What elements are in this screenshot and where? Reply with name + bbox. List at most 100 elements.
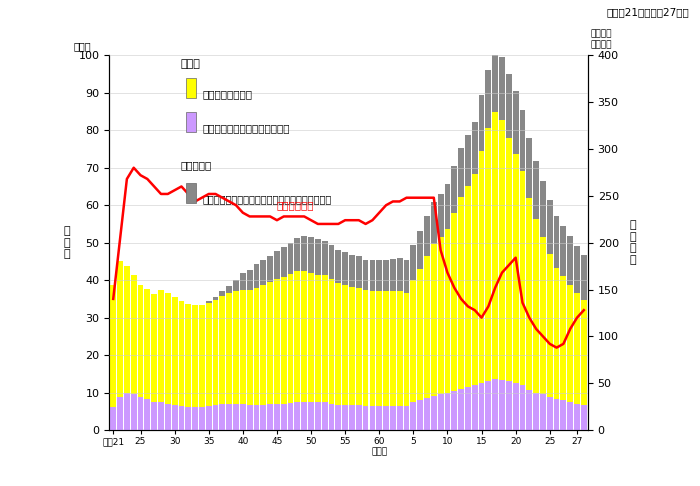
Bar bbox=[315, 402, 321, 430]
Bar bbox=[506, 138, 512, 430]
Bar bbox=[377, 292, 382, 430]
Bar bbox=[390, 259, 395, 430]
Text: （％）: （％） bbox=[74, 41, 91, 52]
Bar bbox=[178, 301, 184, 430]
Bar bbox=[458, 148, 464, 430]
Bar bbox=[158, 402, 164, 430]
Bar bbox=[281, 247, 287, 430]
Bar bbox=[138, 285, 144, 430]
Bar bbox=[404, 260, 410, 430]
Bar bbox=[349, 405, 355, 430]
Bar bbox=[438, 194, 444, 430]
Bar bbox=[452, 391, 457, 430]
Bar bbox=[193, 306, 198, 430]
Bar bbox=[417, 269, 423, 430]
Bar bbox=[335, 283, 341, 430]
Bar bbox=[513, 91, 519, 430]
Bar bbox=[465, 387, 471, 430]
Bar bbox=[506, 382, 512, 430]
Bar bbox=[124, 266, 130, 430]
Text: （昭和21年～平成27年）: （昭和21年～平成27年） bbox=[607, 7, 690, 17]
Bar bbox=[206, 406, 211, 430]
Bar bbox=[383, 260, 389, 430]
Bar bbox=[397, 406, 402, 430]
Bar bbox=[424, 216, 430, 430]
Bar bbox=[253, 288, 260, 430]
Bar bbox=[240, 404, 246, 430]
Bar bbox=[158, 290, 164, 430]
Bar bbox=[390, 406, 395, 430]
Bar bbox=[301, 271, 307, 430]
Bar bbox=[581, 405, 587, 430]
Bar bbox=[458, 389, 464, 430]
Bar bbox=[404, 293, 410, 430]
Bar bbox=[220, 292, 225, 430]
Bar bbox=[574, 404, 580, 430]
Bar bbox=[206, 303, 211, 430]
Bar bbox=[233, 404, 239, 430]
Bar bbox=[274, 251, 280, 430]
Bar bbox=[370, 260, 375, 430]
Bar bbox=[199, 407, 205, 430]
Bar bbox=[199, 306, 205, 430]
Bar bbox=[486, 382, 491, 430]
Bar bbox=[308, 273, 314, 430]
Text: 認知件数（危険運転致死傷・過失運転致死傷等）: 認知件数（危険運転致死傷・過失運転致死傷等） bbox=[202, 194, 332, 204]
Bar bbox=[519, 110, 526, 430]
Bar bbox=[172, 405, 178, 430]
Bar bbox=[492, 112, 498, 430]
Bar bbox=[452, 213, 457, 430]
Bar bbox=[513, 383, 519, 430]
Bar bbox=[383, 406, 389, 430]
Bar bbox=[186, 111, 196, 132]
Bar bbox=[499, 120, 505, 430]
Bar bbox=[138, 285, 144, 430]
Bar bbox=[178, 301, 184, 430]
Text: 認知件数（窃盗を除く刑法犯）: 認知件数（窃盗を除く刑法犯） bbox=[202, 123, 290, 133]
Bar bbox=[253, 264, 260, 430]
Text: 刑法犯: 刑法犯 bbox=[181, 59, 201, 69]
Bar bbox=[111, 407, 116, 430]
Bar bbox=[267, 282, 273, 430]
Bar bbox=[322, 276, 328, 430]
Bar bbox=[547, 200, 553, 430]
Bar bbox=[458, 197, 464, 430]
Bar bbox=[260, 405, 266, 430]
Bar bbox=[186, 304, 191, 430]
Bar bbox=[377, 260, 382, 430]
Bar bbox=[533, 393, 539, 430]
Bar bbox=[124, 393, 130, 430]
Bar bbox=[363, 291, 368, 430]
Bar bbox=[479, 95, 484, 430]
Bar bbox=[356, 288, 362, 430]
Bar bbox=[233, 292, 239, 430]
Bar bbox=[117, 261, 123, 430]
Bar bbox=[199, 306, 205, 430]
Bar bbox=[267, 404, 273, 430]
Bar bbox=[554, 215, 559, 430]
Bar bbox=[308, 237, 314, 430]
Bar bbox=[349, 255, 355, 430]
Bar bbox=[131, 395, 136, 430]
Bar bbox=[554, 268, 559, 430]
Text: 刑法犯検挙率: 刑法犯検挙率 bbox=[277, 200, 314, 210]
Bar bbox=[342, 252, 348, 430]
Text: 認知件数（窃盗）: 認知件数（窃盗） bbox=[202, 89, 253, 99]
Bar bbox=[383, 292, 389, 430]
Bar bbox=[315, 275, 321, 430]
Bar bbox=[342, 405, 348, 430]
Bar bbox=[288, 403, 293, 430]
Bar bbox=[151, 402, 157, 430]
Bar bbox=[144, 289, 150, 430]
Bar bbox=[328, 279, 335, 430]
Bar bbox=[479, 151, 484, 430]
Bar bbox=[131, 275, 136, 430]
Bar bbox=[417, 231, 423, 430]
Bar bbox=[581, 300, 587, 430]
Bar bbox=[111, 285, 116, 430]
Y-axis label: 認
知
件
数: 認 知 件 数 bbox=[629, 220, 636, 265]
Bar bbox=[540, 237, 546, 430]
Bar bbox=[452, 166, 457, 430]
Bar bbox=[363, 406, 368, 430]
Bar bbox=[328, 404, 335, 430]
